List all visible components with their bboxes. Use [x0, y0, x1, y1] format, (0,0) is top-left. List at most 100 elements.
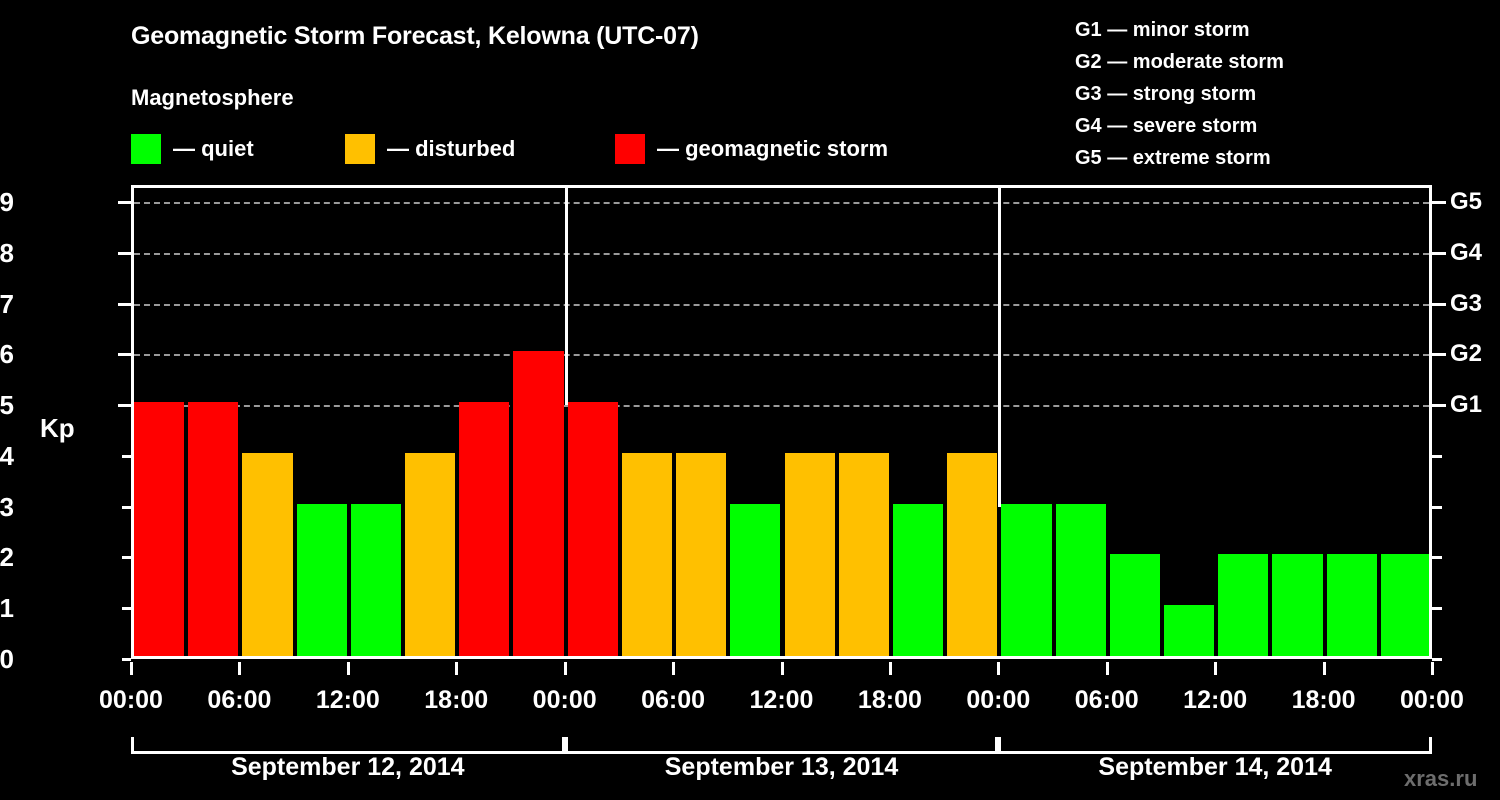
- y-tick-mark-8: [118, 251, 131, 255]
- date-label-1: September 13, 2014: [664, 753, 899, 781]
- date-label-0: September 12, 2014: [231, 753, 465, 781]
- x-tick-label-11: 18:00: [1291, 686, 1356, 714]
- plot-area: [131, 185, 1432, 659]
- bar: [459, 402, 510, 656]
- chart-subtitle: Magnetosphere: [131, 85, 294, 110]
- y-tick-label-0: 0: [0, 644, 14, 674]
- g-scale-legend: G1 — minor storm G2 — moderate storm G3 — …: [1075, 14, 1284, 174]
- gridline-kp-8: [134, 252, 1429, 255]
- g-tick-mark-G4: [1432, 251, 1446, 255]
- watermark: xras.ru: [1404, 766, 1478, 791]
- y-tick-mark-1: [122, 607, 131, 611]
- x-tick-mark-5: [672, 662, 676, 675]
- legend-item-label: — quiet: [173, 136, 254, 161]
- date-bracket-1: [564, 737, 999, 754]
- x-tick-label-6: 12:00: [749, 686, 814, 714]
- g-scale-line-4: G4 — severe storm: [1075, 115, 1258, 137]
- g-tick-mark-G5: [1432, 201, 1446, 204]
- x-tick-label-2: 12:00: [315, 686, 380, 714]
- g-tick-mark-minor-3: [1432, 505, 1442, 509]
- bar: [513, 351, 564, 656]
- gridline-kp-5: [134, 405, 1429, 408]
- legend-item-label: — disturbed: [387, 136, 516, 161]
- x-tick-mark-12: [1431, 662, 1434, 675]
- x-tick-label-5: 06:00: [641, 686, 706, 714]
- g-tick-label-G4: G4: [1450, 238, 1483, 266]
- x-tick-label-7: 18:00: [857, 686, 922, 714]
- bar: [1109, 554, 1160, 656]
- x-tick-label-0: 00:00: [99, 686, 163, 714]
- date-label-2: September 14, 2014: [1098, 753, 1332, 781]
- g-tick-label-G1: G1: [1450, 391, 1483, 419]
- g-scale-line-1: G1 — minor storm: [1075, 19, 1250, 41]
- x-tick-mark-0: [130, 662, 133, 675]
- plot-inner: [134, 188, 1429, 656]
- bar: [1326, 554, 1377, 656]
- bar: [1380, 554, 1429, 656]
- bar: [1218, 554, 1269, 656]
- legend-item-label: — geomagnetic storm: [657, 136, 889, 161]
- day-divider: [564, 188, 568, 406]
- g-tick-mark-G1: [1432, 404, 1446, 408]
- x-tick-mark-8: [997, 662, 1001, 675]
- y-tick-mark-2: [122, 556, 131, 560]
- y-tick-mark-3: [122, 505, 131, 509]
- g-tick-mark-minor-4: [1432, 454, 1442, 458]
- orange-square-swatch: [345, 134, 375, 164]
- gridline-kp-7: [134, 303, 1429, 306]
- y-tick-label-4: 4: [0, 440, 14, 471]
- g-scale-line-3: G3 — strong storm: [1075, 83, 1257, 105]
- y-tick-label-8: 8: [0, 237, 14, 268]
- gridline-kp-6: [134, 354, 1429, 357]
- y-tick-label-9: 9: [0, 187, 14, 217]
- red-square-swatch: [615, 134, 645, 164]
- x-tick-label-12: 00:00: [1400, 686, 1464, 714]
- x-tick-label-4: 00:00: [532, 686, 597, 714]
- x-tick-mark-3: [455, 662, 459, 675]
- y-tick-label-1: 1: [0, 593, 14, 624]
- bar: [296, 503, 347, 656]
- x-tick-mark-4: [563, 662, 567, 675]
- bar: [567, 402, 618, 656]
- bar: [188, 402, 239, 656]
- legend-item-1[interactable]: — disturbed: [345, 134, 515, 164]
- y-tick-mark-5: [118, 404, 131, 408]
- g-scale-line-2: G2 — moderate storm: [1075, 51, 1284, 73]
- bar: [350, 503, 402, 656]
- page-title: Geomagnetic Storm Forecast, Kelowna (UTC…: [131, 22, 699, 50]
- x-tick-mark-7: [888, 662, 892, 675]
- day-divider: [998, 188, 1002, 507]
- legend-item-0[interactable]: — quiet: [131, 134, 254, 164]
- bar: [134, 402, 185, 656]
- x-tick-label-3: 18:00: [424, 686, 489, 714]
- g-tick-mark-minor-2: [1432, 556, 1442, 560]
- x-tick-label-8: 00:00: [966, 686, 1031, 714]
- y-tick-label-6: 6: [0, 339, 14, 370]
- x-tick-label-10: 12:00: [1183, 686, 1248, 714]
- bar: [1272, 554, 1323, 656]
- y-tick-mark-6: [118, 353, 131, 357]
- x-tick-mark-6: [780, 662, 784, 675]
- legend-item-2[interactable]: — geomagnetic storm: [615, 134, 888, 164]
- x-tick-label-9: 06:00: [1074, 686, 1139, 714]
- bar: [405, 452, 456, 656]
- g-tick-label-G5: G5: [1450, 188, 1483, 215]
- date-bracket-0: [131, 737, 565, 754]
- bar: [676, 452, 727, 656]
- x-tick-label-1: 06:00: [207, 686, 272, 714]
- y-axis-title: Kp: [40, 413, 75, 443]
- y-tick-mark-9: [118, 201, 131, 204]
- bar: [892, 503, 944, 656]
- g-tick-mark-minor-1: [1432, 607, 1442, 611]
- y-tick-label-5: 5: [0, 390, 14, 421]
- x-tick-mark-11: [1322, 662, 1326, 675]
- x-tick-mark-9: [1105, 662, 1109, 675]
- g-tick-mark-G3: [1432, 302, 1446, 306]
- x-tick-mark-10: [1214, 662, 1218, 675]
- date-bracket-2: [998, 737, 1432, 754]
- bar: [1055, 503, 1106, 656]
- x-tick-mark-1: [238, 662, 242, 675]
- g-tick-label-G2: G2: [1450, 340, 1483, 368]
- g-tick-mark-minor-0: [1432, 658, 1442, 661]
- y-tick-mark-7: [118, 302, 131, 306]
